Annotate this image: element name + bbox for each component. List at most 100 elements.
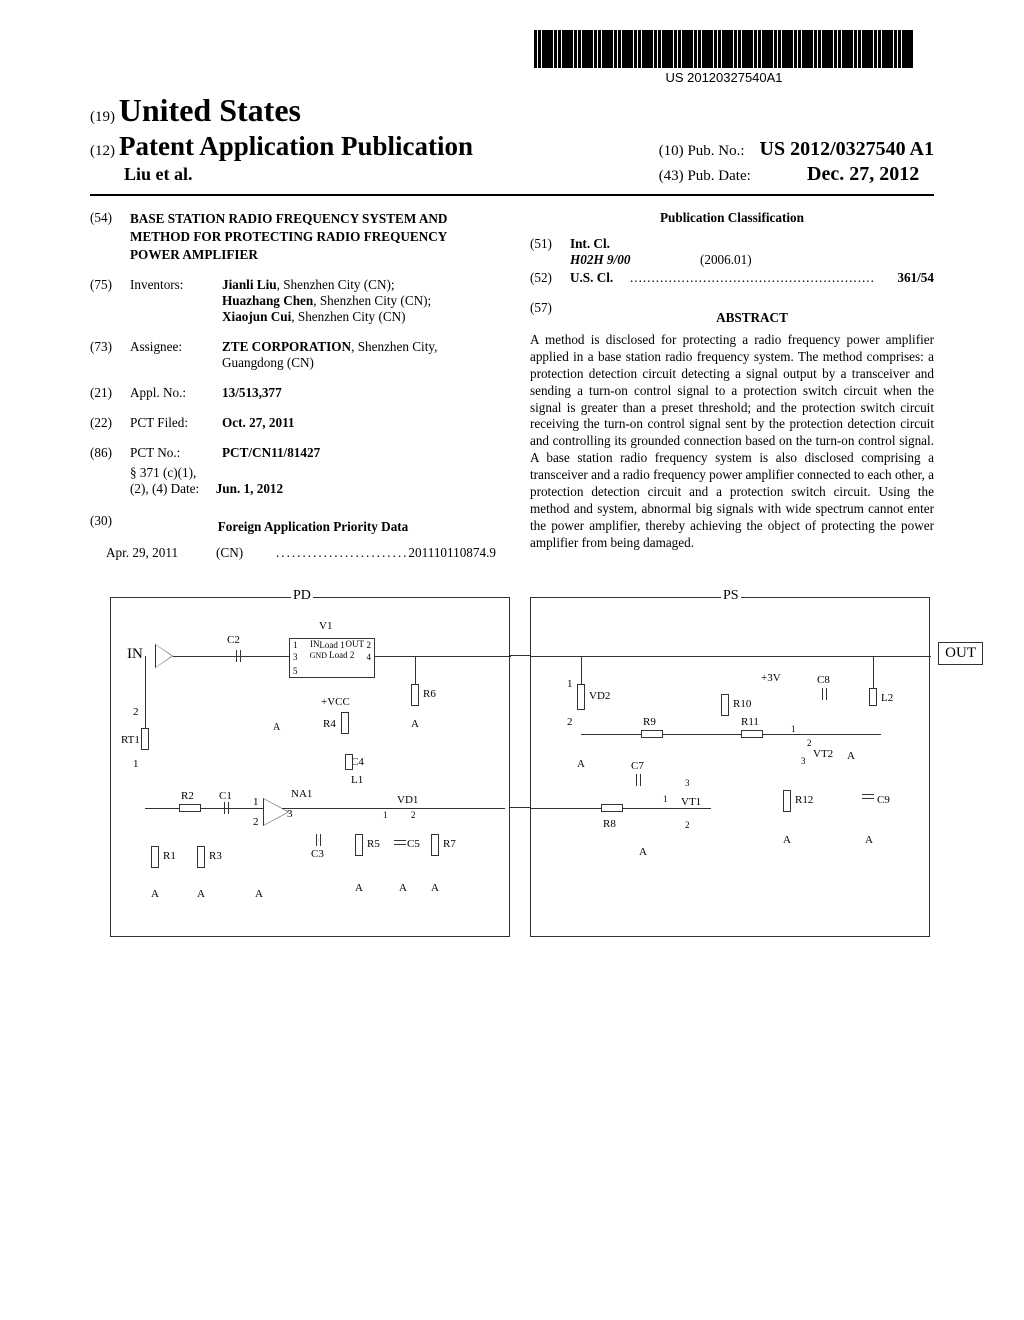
foreign-header: Foreign Application Priority Data [130,519,496,535]
right-column: Publication Classification (51) Int. Cl.… [530,210,934,561]
capacitor-c3 [311,834,325,846]
opamp-na1 [263,798,289,826]
field-57-num: (57) [530,300,570,332]
r5-label: R5 [367,838,380,850]
c3-label: C3 [311,848,324,860]
foreign-row: Apr. 29, 2011 (CN) .....................… [106,545,496,561]
wire [510,807,530,808]
ps-label: PS [721,588,741,604]
r10-label: R10 [733,698,751,710]
pub-no-value: US 2012/0327540 A1 [760,138,934,160]
gnd-a-r2: A [577,758,585,770]
r8-label: R8 [603,818,616,830]
resistor-r12 [783,790,791,812]
r4-label: R4 [323,718,336,730]
foreign-country: (CN) [216,545,276,561]
field-21-num: (21) [90,385,130,401]
field-75-num: (75) [90,277,130,325]
field-86: (86) PCT No.: PCT/CN11/81427 [90,445,496,461]
l2-label: L2 [881,692,893,704]
r1-label: R1 [163,850,176,862]
field-21-label: Appl. No.: [130,385,222,401]
pub-date-prefix: (43) [659,168,684,184]
resistor-r1 [151,846,159,868]
in-label: IN [127,646,143,663]
field-75-label: Inventors: [130,277,222,325]
r11-label: R11 [741,716,759,728]
ps-circuit-box: PS OUT +3V VD2 1 2 R10 C8 L2 R9 R11 1 2 … [530,597,930,937]
field-75: (75) Inventors: Jianli Liu, Shenzhen Cit… [90,277,496,325]
uscl-dots: ........................................… [630,270,897,286]
c9-label: C9 [877,794,890,806]
field-51-label: Int. Cl. [570,236,934,252]
resistor-r7 [431,834,439,856]
field-86-sub2-value: Jun. 1, 2012 [216,481,283,496]
appl-no: 13/513,377 [222,385,496,401]
inventor-1-loc: , Shenzhen City (CN); [277,277,395,292]
r12-label: R12 [795,794,813,806]
node-a-1: A [411,718,419,730]
resistor-r10 [721,694,729,716]
wire [145,656,146,728]
v3-label: +3V [761,672,781,684]
pd-circuit-box: PD IN C2 V1 1 2 3 4 5 IN OUT Load 1 GND … [110,597,510,937]
field-54: (54) BASE STATION RADIO FREQUENCY SYSTEM… [90,210,496,263]
left-column: (54) BASE STATION RADIO FREQUENCY SYSTEM… [90,210,496,561]
capacitor-c4 [345,754,353,770]
foreign-dots: ......................... [276,545,408,561]
field-52-label: U.S. Cl. [570,270,630,286]
resistor-r8 [601,804,623,812]
capacitor-c2 [231,650,245,662]
field-52: (52) U.S. Cl. ..........................… [530,270,934,286]
pub-class-header: Publication Classification [530,210,934,226]
header-rule [90,194,934,196]
vd2-label: VD2 [589,690,610,702]
uscl-value: 361/54 [897,270,934,286]
field-52-num: (52) [530,270,570,286]
gnd-a-6: A [431,882,439,894]
c7-label: C7 [631,760,644,772]
gnd-a-2: A [197,888,205,900]
abstract-header: ABSTRACT [570,310,934,326]
pub-info-block: (10) Pub. No.: US 2012/0327540 A1 (43) P… [659,138,934,186]
r3-label: R3 [209,850,222,862]
field-86-sub2-label: (2), (4) Date: [130,481,199,496]
num-2: 2 [133,706,139,718]
inventor-1-name: Jianli Liu [222,277,277,292]
resistor-r2 [179,804,201,812]
field-86-label: PCT No.: [130,445,222,461]
inventor-3-name: Xiaojun Cui [222,309,291,324]
vt1-label: VT1 [681,796,701,808]
abstract-body: A method is disclosed for protecting a r… [530,332,934,552]
gnd-a-r4: A [783,834,791,846]
gnd-a-r1: A [847,750,855,762]
bibliographic-columns: (54) BASE STATION RADIO FREQUENCY SYSTEM… [90,210,934,561]
field-54-num: (54) [90,210,130,263]
field-86-sub: § 371 (c)(1), (2), (4) Date: Jun. 1, 201… [130,465,496,497]
assignee-body: ZTE CORPORATION, Shenzhen City, Guangdon… [222,339,496,371]
field-22-label: PCT Filed: [130,415,222,431]
field-51: (51) Int. Cl. H02H 9/00 (2006.01) [530,236,934,268]
diode-vd2 [577,684,585,710]
assignee-name: ZTE CORPORATION [222,339,351,354]
inventor-2-name: Huazhang Chen [222,293,313,308]
circuit-figure: PD IN C2 V1 1 2 3 4 5 IN OUT Load 1 GND … [90,597,934,977]
barcode [534,30,914,68]
gnd-a-5: A [399,882,407,894]
gnd-a-4: A [355,882,363,894]
num-1: 1 [133,758,139,770]
na1-label: NA1 [291,788,312,800]
wire [581,734,881,735]
country-name: United States [119,92,301,128]
c5-label: C5 [407,838,420,850]
resistor-r11 [741,730,763,738]
doc-type: Patent Application Publication [119,131,473,161]
field-30-num: (30) [90,513,130,545]
v1-box: 1 2 3 4 5 IN OUT Load 1 GND Load 2 [289,638,375,678]
inductor-l2 [869,688,877,706]
pub-date-value: Dec. 27, 2012 [807,163,919,185]
pub-no-label: Pub. No.: [687,143,744,159]
r9-label: R9 [643,716,656,728]
field-73-label: Assignee: [130,339,222,371]
vt2-label: VT2 [813,748,833,760]
